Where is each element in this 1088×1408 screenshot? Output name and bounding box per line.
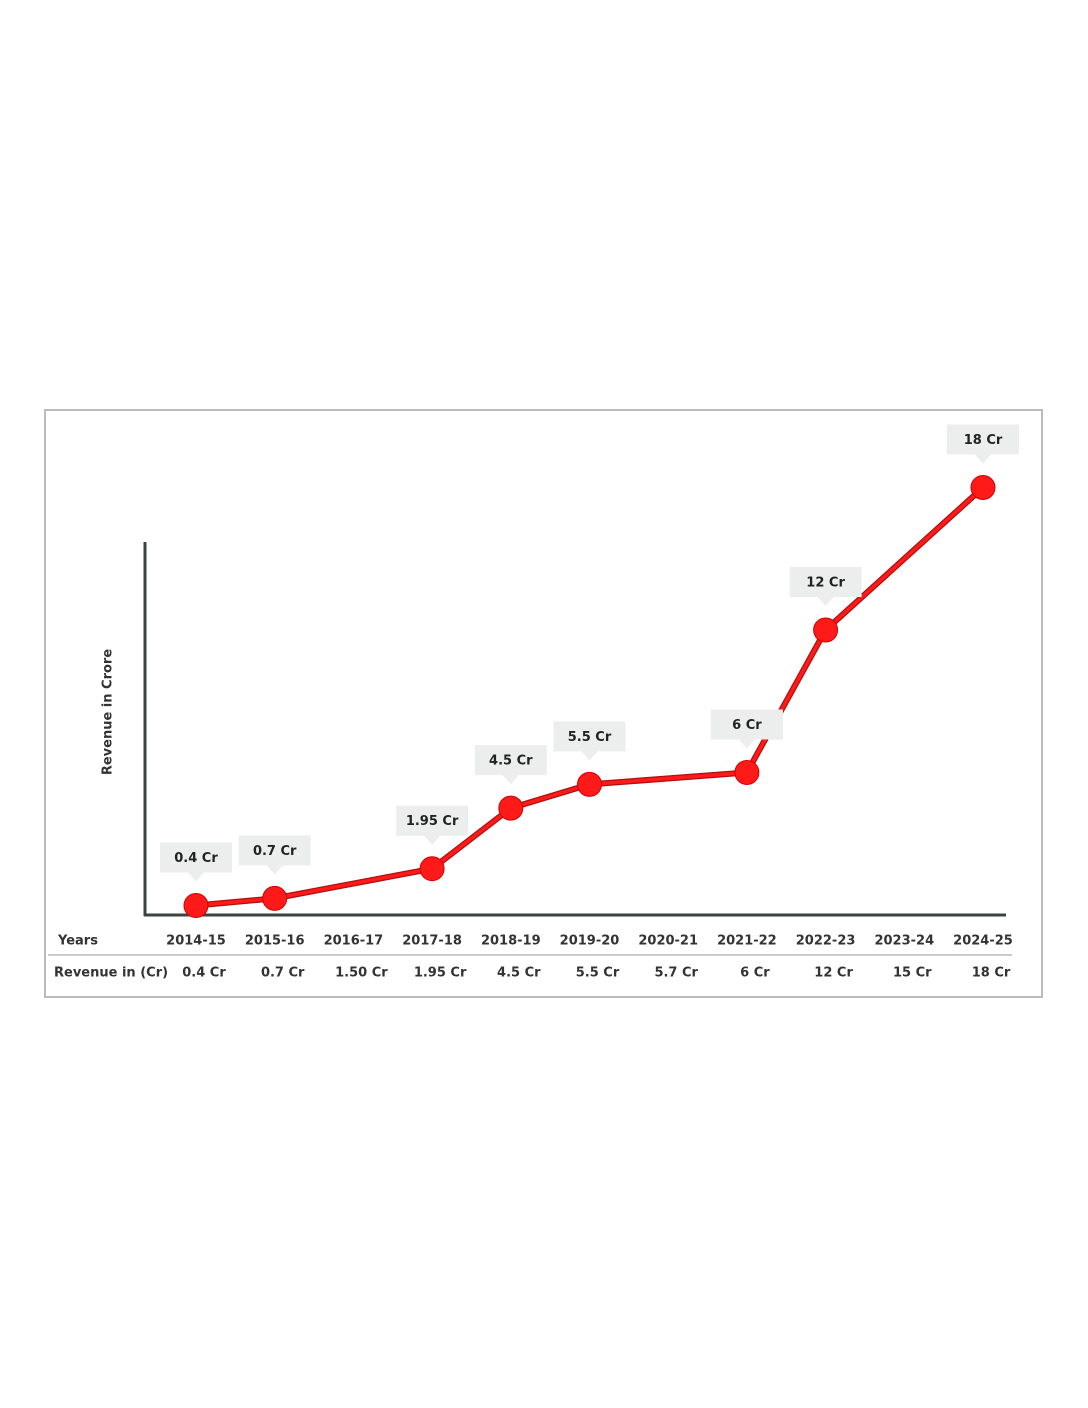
callout-box [553,721,626,761]
point [577,771,602,797]
callout-box [474,745,547,785]
point [419,856,445,882]
table-value: 0.4 Cr [182,966,226,981]
callout-label: 1.95 Cr [406,814,459,829]
table-value: 0.7 Cr [261,966,305,981]
y-axis-label: Revenue in Crore [101,649,116,776]
table-value: 4.5 Cr [497,966,541,981]
table-value: 12 Cr [814,966,853,981]
x-tick-label: 2023-24 [874,934,934,949]
callout-label: 18 Cr [964,433,1003,448]
x-tick-label: 2024-25 [953,934,1013,949]
callout-box [396,805,469,845]
x-tick-label: 2020-21 [638,934,698,949]
callout-box [238,835,311,875]
x-tick-label: 2017-18 [402,934,462,949]
table-value: 5.7 Cr [654,966,698,981]
callout-label: 4.5 Cr [489,754,533,769]
callout-label: 5.5 Cr [568,730,612,745]
point [498,795,524,821]
row-label: Revenue in (Cr) [54,966,168,981]
table-value: 6 Cr [740,966,770,981]
x-tick-label: 2016-17 [324,934,384,949]
point [970,475,996,500]
point [813,617,839,643]
x-tick-label: 2018-19 [481,934,541,949]
callout-box [710,709,783,749]
table-value: 1.50 Cr [335,966,388,981]
callout-label: 6 Cr [732,718,762,733]
x-axis-label: Years [57,934,98,949]
x-tick-label: 2022-23 [796,934,856,949]
table-value: 5.5 Cr [576,966,620,981]
point [262,885,288,911]
table-value: 1.95 Cr [414,966,467,981]
x-tick-label: 2015-16 [245,934,305,949]
callout-box [789,567,862,606]
callout-label: 12 Cr [806,576,845,591]
point [734,760,760,785]
callout-label: 0.4 Cr [174,851,218,866]
x-tick-label: 2014-15 [166,934,226,949]
callout-label: 0.7 Cr [253,844,297,859]
point [183,893,209,918]
callout-box [160,842,232,882]
table-value: 18 Cr [972,966,1011,981]
frame [44,409,1043,998]
callout-box [947,424,1019,464]
line [195,486,985,908]
x-tick-label: 2021-22 [717,934,777,949]
table-value: 15 Cr [893,966,932,981]
x-tick-label: 2019-20 [560,934,620,949]
